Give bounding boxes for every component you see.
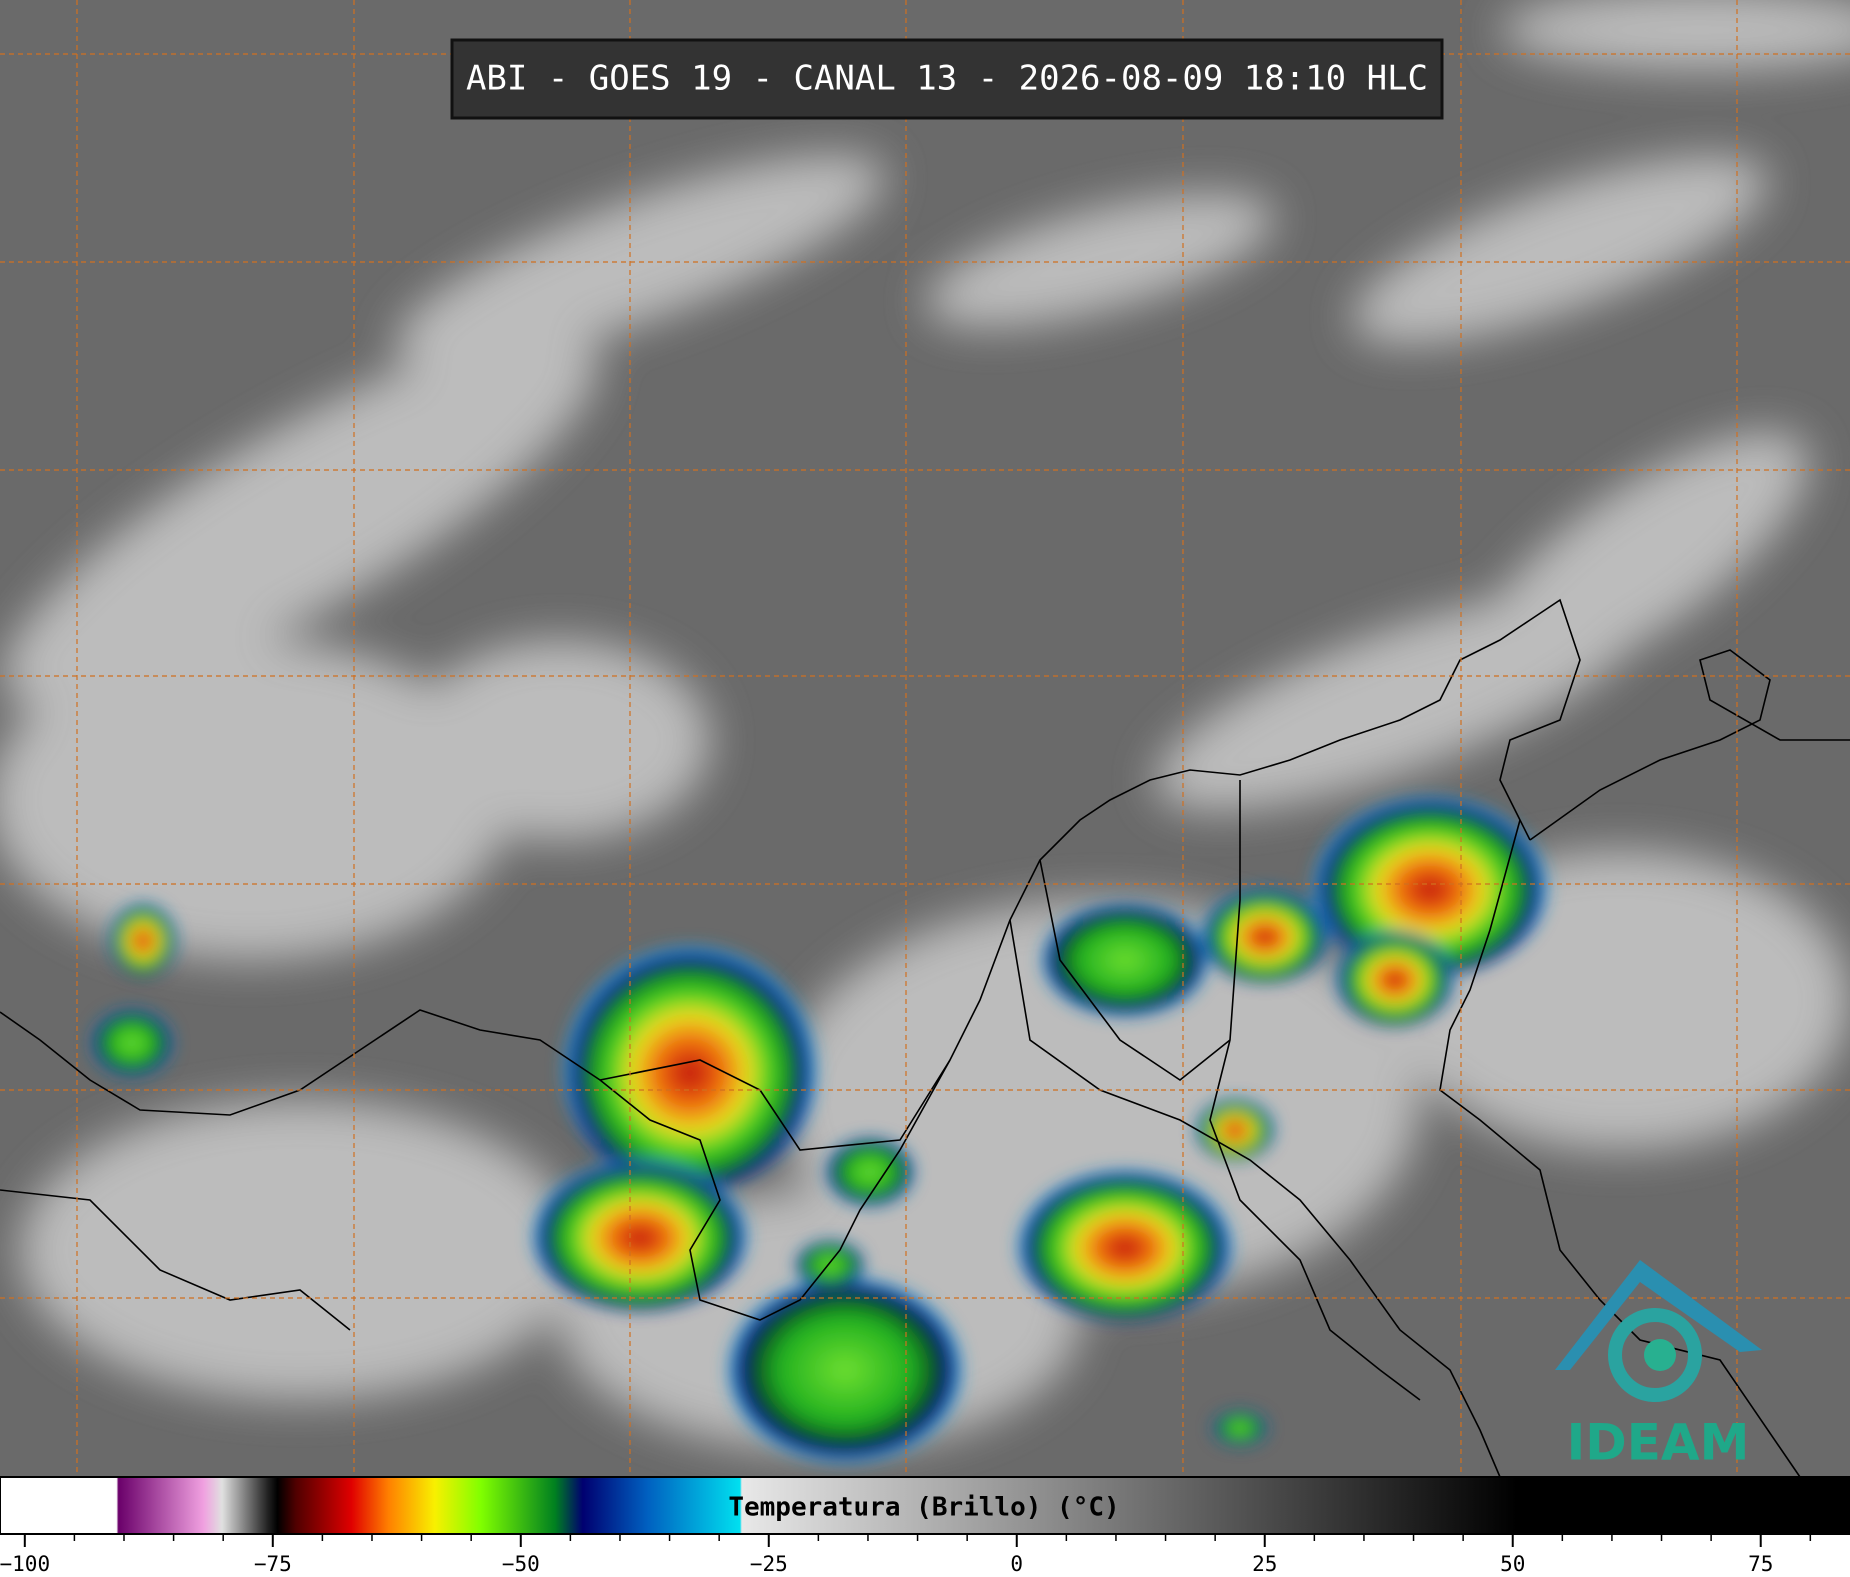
tick-label: 50	[1500, 1552, 1525, 1576]
tick-label: −25	[750, 1552, 788, 1576]
colorbar: Temperatura (Brillo) (°C)	[0, 1476, 1850, 1535]
title-box	[450, 38, 1444, 120]
colorbar-label: Temperatura (Brillo) (°C)	[728, 1493, 1119, 1523]
tick-label: 75	[1748, 1552, 1773, 1576]
colorbar-gradient	[0, 1476, 1850, 1535]
tick-label: −75	[254, 1552, 292, 1576]
title: ABI - GOES 19 - CANAL 13 - 2026-08-09 18…	[466, 59, 1428, 99]
tick-label: −100	[0, 1552, 50, 1576]
logo-text: IDEAM	[1567, 1414, 1750, 1472]
tick-label: −50	[502, 1552, 540, 1576]
logo: IDEAM	[1555, 1260, 1762, 1472]
tick-label: 0	[1010, 1552, 1023, 1576]
imagery	[0, 0, 1850, 1478]
graticule	[0, 0, 1850, 1477]
tick-label: 25	[1252, 1552, 1277, 1576]
